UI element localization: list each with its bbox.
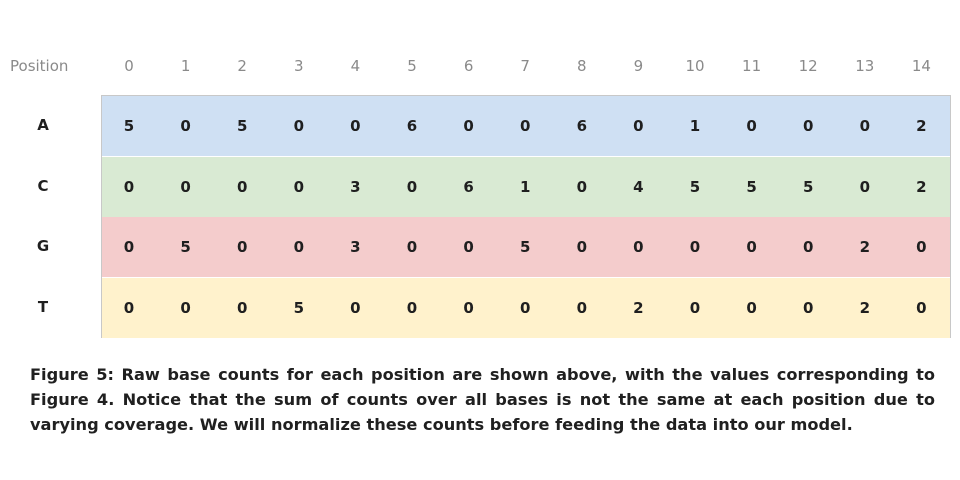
count-cell: 0 xyxy=(463,298,474,317)
count-cell: 0 xyxy=(406,298,418,317)
count-cell: 0 xyxy=(293,117,305,135)
count-cell: 0 xyxy=(633,117,644,135)
count-cell: 0 xyxy=(180,298,191,317)
count-cell: 0 xyxy=(236,298,248,317)
count-cell: 0 xyxy=(576,177,588,196)
position-header-13: 13 xyxy=(855,57,875,75)
count-cell: 0 xyxy=(293,177,305,196)
count-cell: 5 xyxy=(519,238,531,256)
count-cell: 0 xyxy=(236,238,248,256)
count-cell: 4 xyxy=(633,177,644,196)
count-cell: 0 xyxy=(350,117,361,135)
count-cell: 0 xyxy=(180,117,191,135)
count-cell: 0 xyxy=(633,238,644,256)
position-header-11: 11 xyxy=(742,57,762,75)
position-header-row: Position 0 1 2 3 4 5 6 7 8 9 10 11 12 13 14 xyxy=(0,52,960,80)
count-cell: 0 xyxy=(802,298,814,317)
count-cell: 5 xyxy=(123,117,135,135)
position-header-4: 4 xyxy=(350,57,361,75)
count-cell: 0 xyxy=(519,117,531,135)
count-cell: 2 xyxy=(633,298,644,317)
count-cell: 0 xyxy=(689,298,701,317)
count-cell: 6 xyxy=(576,117,588,135)
position-header-10: 10 xyxy=(685,57,705,75)
count-cell: 2 xyxy=(859,238,871,256)
count-cell: 0 xyxy=(406,177,418,196)
position-header-1: 1 xyxy=(180,57,191,75)
count-cell: 0 xyxy=(293,238,305,256)
base-label-g: G xyxy=(36,237,50,255)
count-cell: 5 xyxy=(180,238,191,256)
count-cell: 0 xyxy=(859,117,871,135)
base-label-a: A xyxy=(37,116,49,134)
position-header-7: 7 xyxy=(520,57,530,75)
count-cell: 5 xyxy=(689,177,701,196)
count-cell: 2 xyxy=(916,177,927,196)
count-cell: 0 xyxy=(916,298,927,317)
count-cell: 0 xyxy=(746,298,757,317)
count-cell: 0 xyxy=(123,298,135,317)
table-row-t: 0 0 0 5 0 0 0 0 0 2 0 0 0 2 0 xyxy=(102,277,950,338)
base-label-t: T xyxy=(37,297,49,316)
position-header-12: 12 xyxy=(798,57,818,75)
table-row-c: 0 0 0 0 3 0 6 1 0 4 5 5 5 0 2 xyxy=(102,156,950,217)
position-header-14: 14 xyxy=(911,57,931,75)
figure-caption: Figure 5: Raw base counts for each posit… xyxy=(30,365,935,434)
count-cell: 0 xyxy=(350,298,361,317)
count-cell: 0 xyxy=(463,117,474,135)
count-cell: 0 xyxy=(689,238,701,256)
count-cell: 0 xyxy=(463,238,474,256)
count-cell: 0 xyxy=(180,177,191,196)
count-cell: 0 xyxy=(236,177,248,196)
count-cell: 1 xyxy=(519,177,531,196)
count-cell: 0 xyxy=(746,117,757,135)
count-cell: 3 xyxy=(350,177,361,196)
count-cell: 0 xyxy=(123,177,135,196)
count-cell: 0 xyxy=(576,238,588,256)
count-cell: 6 xyxy=(406,117,418,135)
count-cell: 0 xyxy=(802,238,814,256)
table-row-g: 0 5 0 0 3 0 0 5 0 0 0 0 0 2 0 xyxy=(102,217,950,277)
position-header-5: 5 xyxy=(407,57,417,75)
count-cell: 2 xyxy=(859,298,871,317)
position-header-8: 8 xyxy=(577,57,587,75)
position-header-2: 2 xyxy=(237,57,247,75)
position-header-0: 0 xyxy=(124,57,134,75)
count-cell: 0 xyxy=(916,238,927,256)
count-cell: 0 xyxy=(123,238,135,256)
count-cell: 0 xyxy=(746,238,757,256)
count-cell: 3 xyxy=(350,238,361,256)
count-cell: 0 xyxy=(519,298,531,317)
count-cell: 0 xyxy=(802,117,814,135)
table-row-a: 5 0 5 0 0 6 0 0 6 0 1 0 0 0 2 xyxy=(102,96,950,156)
count-cell: 5 xyxy=(236,117,248,135)
base-label-c: C xyxy=(37,176,49,195)
count-cell: 0 xyxy=(576,298,588,317)
count-cell: 5 xyxy=(802,177,814,196)
position-header-label: Position xyxy=(10,57,69,75)
count-cell: 6 xyxy=(463,177,474,196)
position-header-9: 9 xyxy=(633,57,644,75)
count-cell: 2 xyxy=(916,117,927,135)
position-header-3: 3 xyxy=(294,57,304,75)
position-header-6: 6 xyxy=(463,57,474,75)
count-cell: 0 xyxy=(406,238,418,256)
count-cell: 5 xyxy=(746,177,757,196)
count-cell: 5 xyxy=(293,298,305,317)
count-cell: 1 xyxy=(689,117,701,135)
count-cell: 0 xyxy=(859,177,871,196)
